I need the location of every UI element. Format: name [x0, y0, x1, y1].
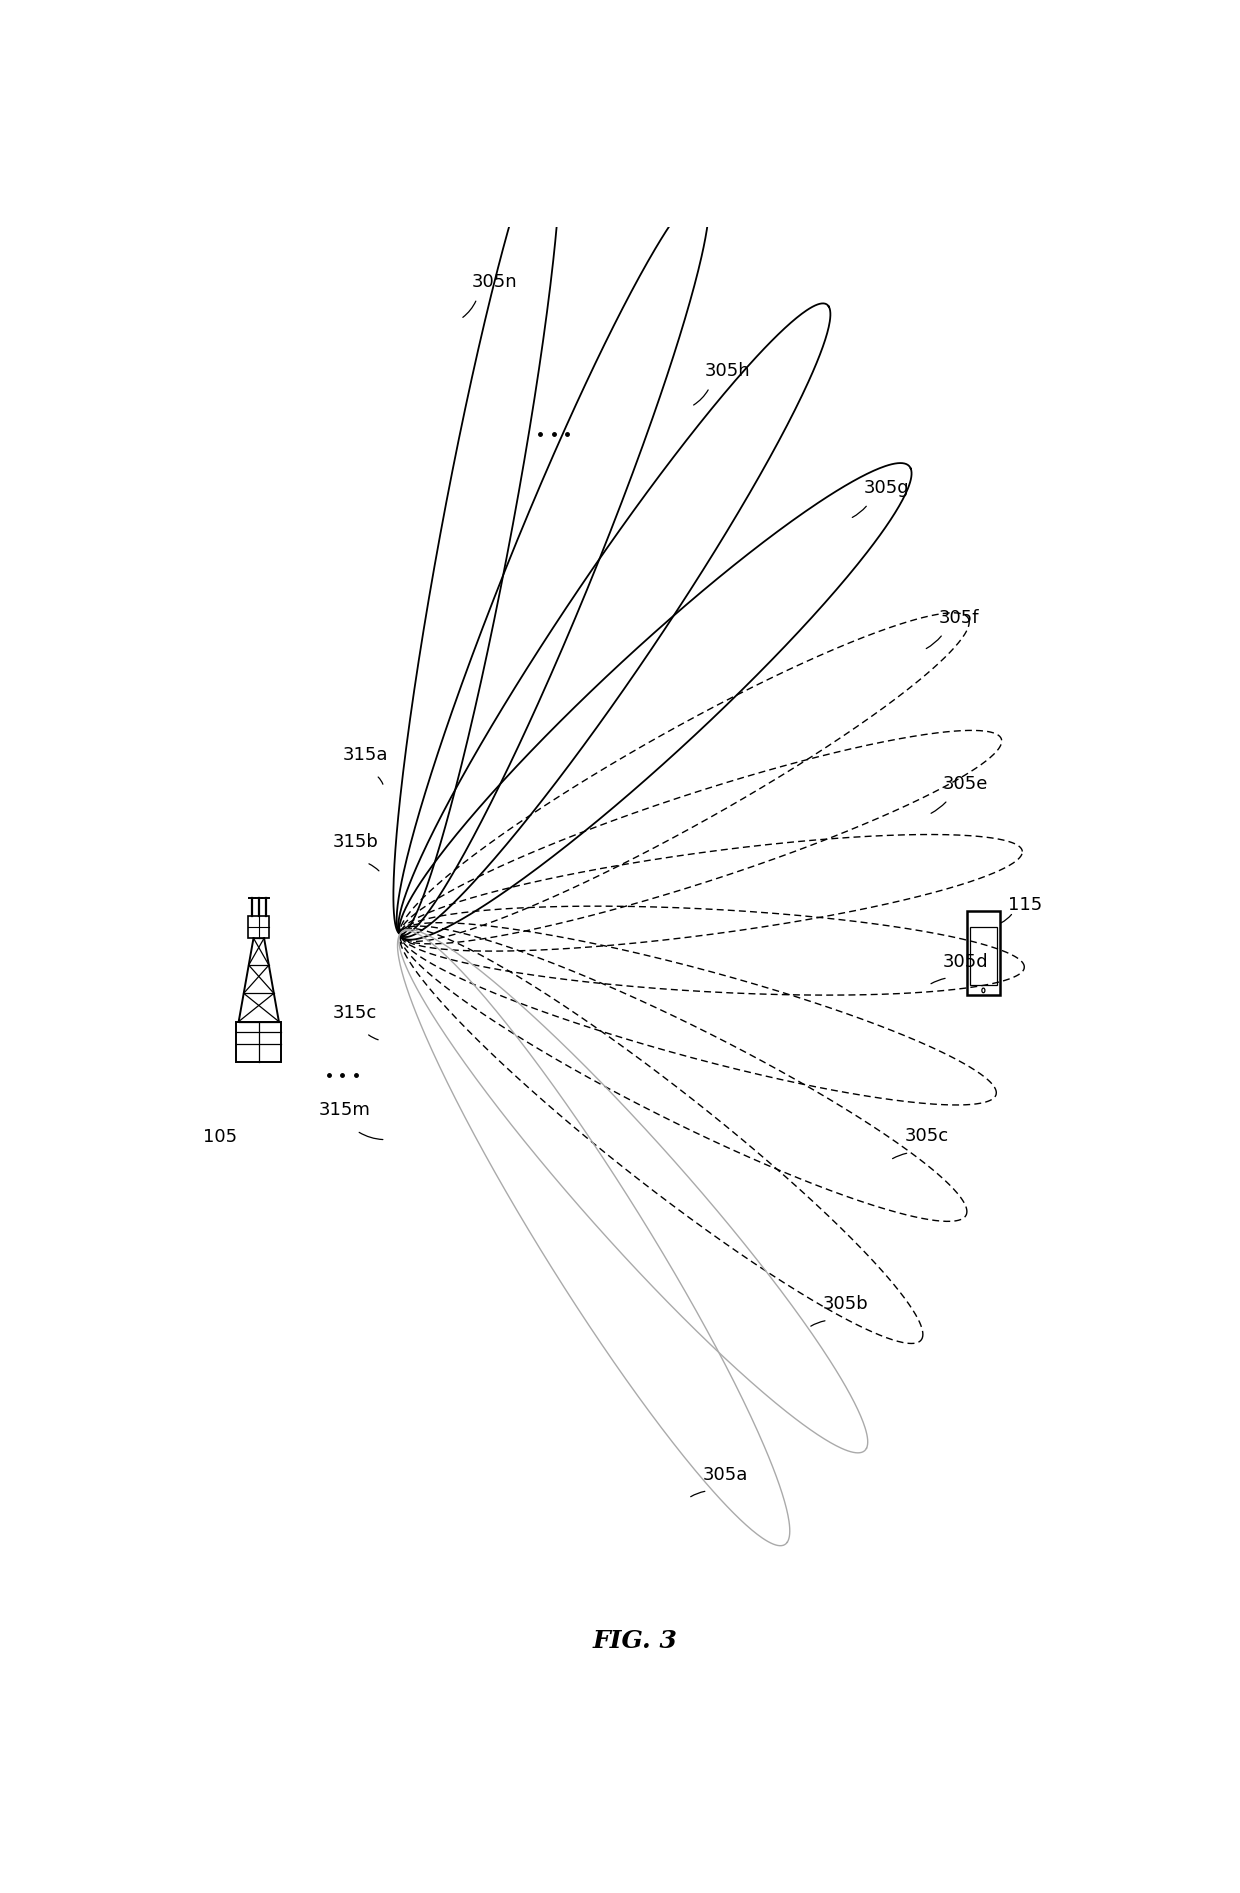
Text: 305b: 305b: [823, 1295, 869, 1314]
Text: 305a: 305a: [703, 1465, 748, 1484]
Bar: [237, 1022, 281, 1062]
Text: 305e: 305e: [942, 774, 988, 793]
Text: 305f: 305f: [939, 608, 978, 627]
Text: 315a: 315a: [342, 746, 388, 763]
Bar: [248, 916, 269, 939]
Text: 305d: 305d: [942, 952, 988, 971]
Bar: [967, 911, 999, 996]
Text: 115: 115: [1008, 895, 1043, 914]
Text: FIG. 3: FIG. 3: [593, 1630, 678, 1653]
Text: 315c: 315c: [332, 1003, 377, 1022]
Text: 305c: 305c: [905, 1128, 949, 1145]
Text: 305g: 305g: [863, 479, 909, 496]
Text: 315b: 315b: [332, 833, 378, 852]
Text: 105: 105: [203, 1128, 237, 1145]
Bar: [970, 928, 997, 984]
Text: 305n: 305n: [472, 273, 518, 292]
Text: 315m: 315m: [319, 1102, 371, 1119]
Text: 305h: 305h: [704, 362, 750, 380]
